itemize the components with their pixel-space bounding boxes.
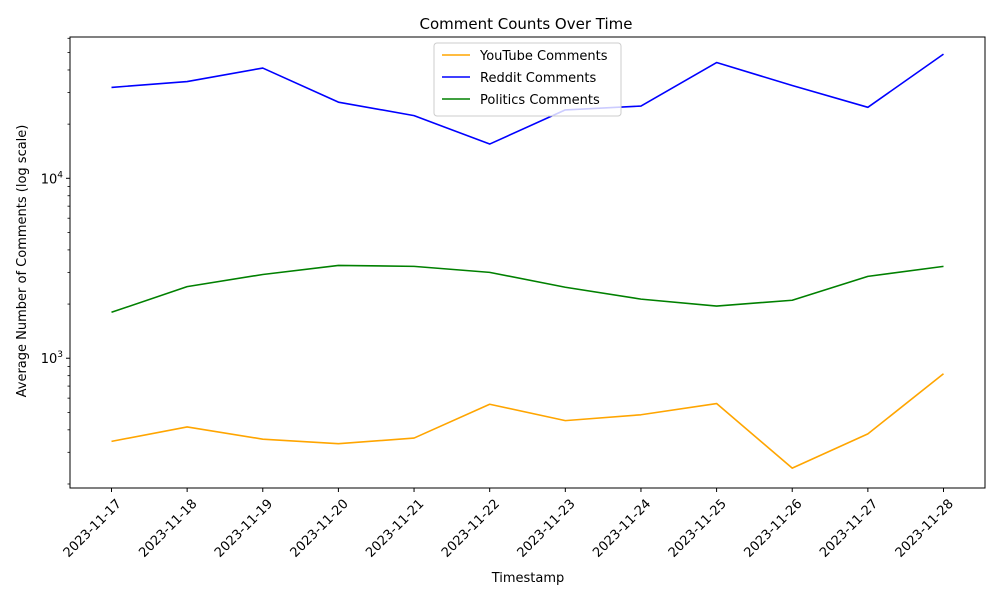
x-tick-label: 2023-11-21 <box>363 497 427 561</box>
x-tick-label: 2023-11-19 <box>212 497 276 561</box>
y-tick-label: 103 <box>41 350 63 367</box>
legend-entry: YouTube Comments <box>479 49 608 64</box>
x-tick-label: 2023-11-28 <box>893 497 957 561</box>
x-tick-label: 2023-11-27 <box>817 497 881 561</box>
x-tick-label: 2023-11-20 <box>288 497 352 561</box>
plot-frame <box>69 36 986 489</box>
y-tick-label: 104 <box>41 170 64 187</box>
x-tick-label: 2023-11-17 <box>61 497 125 561</box>
legend-entry: Politics Comments <box>480 93 600 108</box>
x-tick-label: 2023-11-26 <box>741 497 805 561</box>
x-tick-label: 2023-11-22 <box>439 497 503 561</box>
politics-comments-line <box>111 264 944 314</box>
x-axis-label: Timestamp <box>491 571 565 586</box>
x-tick-label: 2023-11-23 <box>515 497 579 561</box>
x-tick-label: 2023-11-25 <box>666 497 730 561</box>
x-tick-label: 2023-11-24 <box>590 497 654 561</box>
youtube-comments-line <box>111 373 944 469</box>
chart-title: Comment Counts Over Time <box>420 15 633 33</box>
x-tick-label: 2023-11-18 <box>136 497 200 561</box>
legend-entry: Reddit Comments <box>480 71 596 86</box>
plot-area: 2023-11-17 2023-11-18 2023-11-19 2023-11-20… <box>41 36 986 561</box>
legend: YouTube Comments Reddit Comments Politics … <box>433 42 622 117</box>
legend-box <box>433 42 622 117</box>
reddit-comments-line <box>111 53 944 145</box>
y-axis-label: Average Number of Comments (log scale) <box>15 125 30 398</box>
